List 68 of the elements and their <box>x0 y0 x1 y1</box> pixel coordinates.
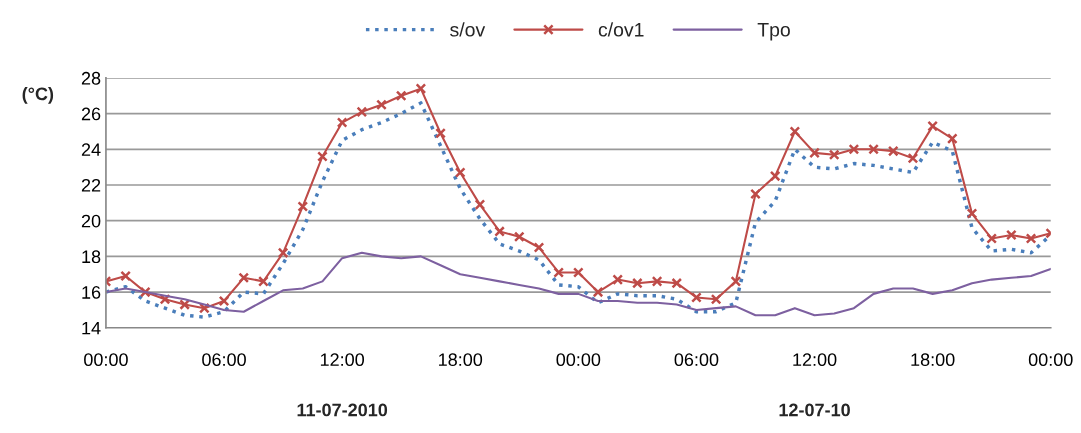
point <box>750 188 761 200</box>
x-tick-label: 12:00 <box>320 353 365 367</box>
point <box>120 270 132 282</box>
point <box>946 133 958 145</box>
point <box>1005 229 1017 241</box>
point <box>218 295 230 307</box>
point <box>376 99 387 111</box>
text: 12-07-10 <box>779 403 850 417</box>
point <box>848 143 860 155</box>
point <box>907 152 919 164</box>
point <box>415 83 427 95</box>
point <box>612 274 624 286</box>
point <box>277 247 289 259</box>
point <box>572 267 584 278</box>
point <box>966 208 978 219</box>
x-tick-label: 18:00 <box>911 353 955 367</box>
y-tick-label: 20 <box>81 214 101 228</box>
point <box>1025 233 1037 244</box>
point <box>533 242 545 253</box>
point <box>710 293 722 305</box>
point <box>474 199 486 211</box>
x-tick-label: 12:00 <box>793 353 837 367</box>
legend-label: s/ov <box>450 22 486 37</box>
point <box>317 151 328 162</box>
text: 11-07-2010 <box>297 403 388 417</box>
point <box>454 167 466 178</box>
point <box>691 292 702 303</box>
point <box>238 272 250 284</box>
point <box>336 117 348 128</box>
point <box>730 275 742 287</box>
y-tick-label: 18 <box>82 250 101 264</box>
point <box>671 277 683 289</box>
x-tick-label: 00:00 <box>556 353 601 367</box>
line-series <box>105 251 1051 317</box>
legend-label: c/ov1 <box>598 22 644 37</box>
point <box>435 127 446 139</box>
point <box>868 143 879 155</box>
point <box>139 286 151 298</box>
point <box>651 275 663 287</box>
y-tick-label: 28 <box>81 71 101 85</box>
y-tick-label: 24 <box>81 143 101 156</box>
point <box>631 277 643 289</box>
x-tick-label: 00:00 <box>84 353 128 367</box>
point <box>257 275 269 287</box>
point <box>494 226 506 237</box>
point <box>809 147 820 159</box>
y-tick-label: 14 <box>82 321 101 335</box>
point <box>769 170 781 182</box>
point <box>592 286 604 298</box>
point <box>986 233 998 244</box>
y-tick-label: 22 <box>81 178 101 192</box>
point <box>828 149 840 161</box>
x-tick-label: 06:00 <box>674 353 719 367</box>
point <box>356 106 368 118</box>
point <box>395 90 407 102</box>
point <box>553 267 565 278</box>
point <box>513 231 525 243</box>
x-tick-label: 06:00 <box>202 353 246 367</box>
point <box>297 201 309 212</box>
y-axis-title: (°C) <box>22 87 54 104</box>
point <box>927 120 939 132</box>
point <box>887 145 899 157</box>
x-tick-label: 00:00 <box>1028 353 1073 367</box>
y-tick-label: 16 <box>82 286 101 299</box>
y-tick-label: 26 <box>81 107 101 121</box>
x-tick-label: 18:00 <box>439 353 483 367</box>
legend-label: Tpo <box>757 23 790 41</box>
point <box>789 126 801 137</box>
